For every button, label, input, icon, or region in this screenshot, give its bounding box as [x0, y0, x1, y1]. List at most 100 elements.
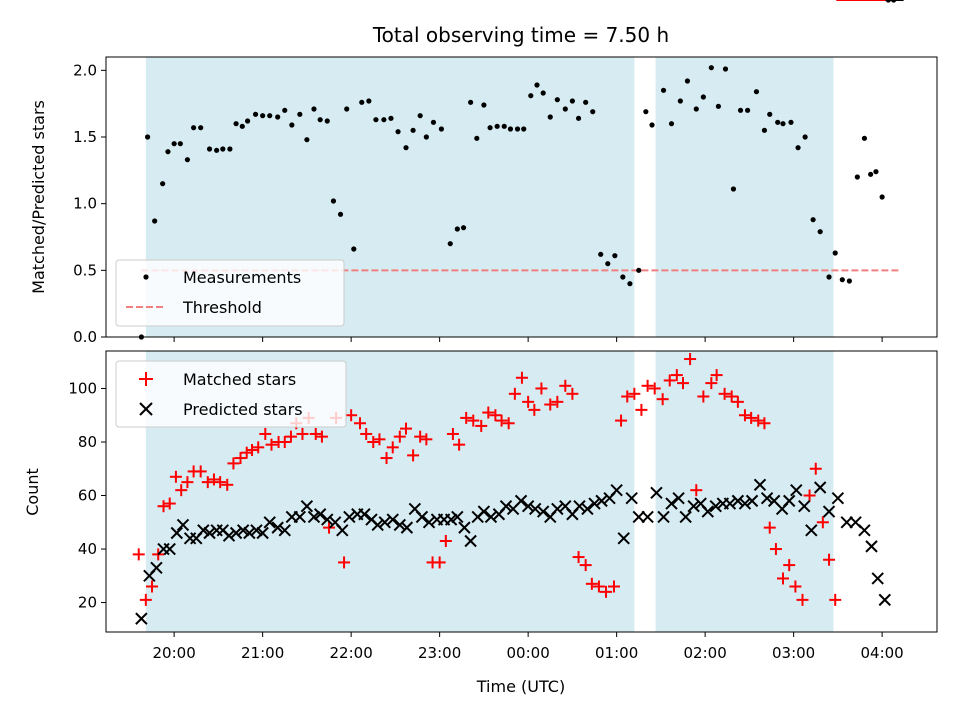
measurement-point — [612, 253, 618, 259]
measurement-point — [501, 123, 507, 129]
count-y-tick-label: 40 — [78, 540, 97, 558]
matched-star-point — [752, 414, 765, 427]
count-observing-window-1 — [655, 351, 834, 632]
measurement-point — [395, 129, 401, 135]
measurement-point — [795, 145, 801, 151]
predicted-star-point — [307, 510, 321, 524]
predicted-star-point — [573, 500, 586, 513]
ratio-y-tick-label: 0.0 — [73, 328, 97, 346]
measurement-point — [620, 274, 626, 280]
predicted-star-point — [805, 524, 818, 537]
predicted-star-point — [243, 526, 256, 540]
predicted-star-point — [840, 516, 853, 529]
predicted-star-point — [499, 500, 513, 513]
measurement-point — [260, 113, 266, 119]
measurement-point — [780, 121, 786, 127]
matched-star-point — [535, 382, 548, 395]
predicted-star-point — [665, 497, 678, 510]
measurement-point — [627, 281, 633, 287]
measurement-point — [460, 225, 467, 231]
predicted-star-point — [588, 497, 601, 510]
measurement-point — [590, 109, 596, 115]
count-y-axis-label: Count — [23, 468, 42, 516]
matched-star-point — [315, 430, 328, 443]
measurement-point — [846, 278, 852, 284]
predicted-star-point — [625, 491, 638, 505]
matched-star-point — [453, 438, 466, 451]
predicted-star-point — [871, 572, 884, 585]
measurement-point — [184, 157, 191, 163]
predicted-star-point — [831, 491, 845, 505]
measurements-legend-marker — [143, 274, 149, 280]
matched-star-point — [353, 417, 366, 430]
measurement-point — [227, 146, 233, 152]
measurement-point — [660, 87, 667, 93]
matched-star-point — [684, 353, 697, 366]
matched-star-point — [407, 449, 420, 462]
predicted-star-point — [451, 510, 464, 524]
measurement-point — [514, 126, 521, 132]
predicted-star-point — [641, 510, 654, 524]
measurement-point — [381, 117, 387, 123]
predicted-star-point — [378, 516, 391, 529]
measurement-point — [879, 194, 885, 200]
ratio-y-ticks: 0.0 0.5 1.0 1.5 2.0 — [73, 61, 106, 346]
measurement-point — [304, 137, 310, 143]
measurement-point — [521, 126, 527, 132]
measurement-point — [826, 274, 832, 280]
matched-stars-legend-marker — [139, 372, 153, 386]
measurement-point — [403, 145, 409, 151]
predicted-star-point — [278, 524, 291, 537]
measurement-point — [198, 125, 204, 131]
predicted-star-point — [745, 494, 759, 508]
matched-star-point — [731, 395, 744, 408]
matched-star-point — [495, 414, 508, 427]
matched-star-point — [789, 580, 802, 593]
matched-star-point — [769, 543, 782, 556]
predicted-star-point — [822, 505, 836, 518]
measurement-point — [737, 107, 744, 113]
predicted-star-point — [336, 524, 349, 537]
predicted-star-point — [581, 502, 594, 516]
predicted-star-point — [293, 510, 307, 524]
measurement-point — [171, 141, 177, 147]
predicted-star-point — [458, 521, 471, 534]
x-tick-label: 00:00 — [507, 644, 550, 662]
measurement-point — [275, 114, 281, 120]
measurement-point — [160, 181, 166, 187]
measurement-point — [873, 169, 879, 175]
predicted-star-point — [536, 505, 550, 518]
matched-star-point — [433, 556, 446, 569]
matched-star-point — [607, 580, 620, 593]
predicted-star-point — [753, 478, 767, 492]
measurement-point — [861, 135, 868, 141]
measurement-point — [438, 126, 445, 132]
count-observing-windows — [145, 351, 834, 632]
x-tick-label: 23:00 — [418, 644, 461, 662]
x-tick-label: 22:00 — [330, 644, 373, 662]
matched-star-point — [207, 473, 220, 486]
measurement-point — [388, 115, 394, 121]
measurement-point — [839, 277, 845, 283]
predicted-star-point — [783, 494, 796, 508]
measurement-point — [868, 171, 874, 177]
matched-star-point — [783, 559, 796, 572]
matched-star-point — [265, 438, 278, 451]
matched-star-point — [738, 409, 751, 422]
matched-star-point — [221, 478, 234, 491]
measurements-points — [138, 0, 897, 340]
count-legend-box — [115, 360, 347, 428]
predicted-star-point — [529, 502, 542, 516]
matched-star-point — [380, 452, 393, 465]
predicted-star-point — [813, 481, 827, 494]
measurement-point — [233, 121, 239, 127]
measurement-point — [788, 119, 794, 125]
matched-star-point — [360, 427, 373, 440]
measurement-point — [481, 102, 487, 108]
ratio-y-tick-label: 1.5 — [73, 128, 97, 146]
predicted-star-point — [250, 524, 263, 537]
measurement-point — [649, 122, 655, 128]
measurement-point — [832, 250, 838, 256]
measurement-point — [583, 99, 589, 105]
x-tick-label: 21:00 — [241, 644, 284, 662]
